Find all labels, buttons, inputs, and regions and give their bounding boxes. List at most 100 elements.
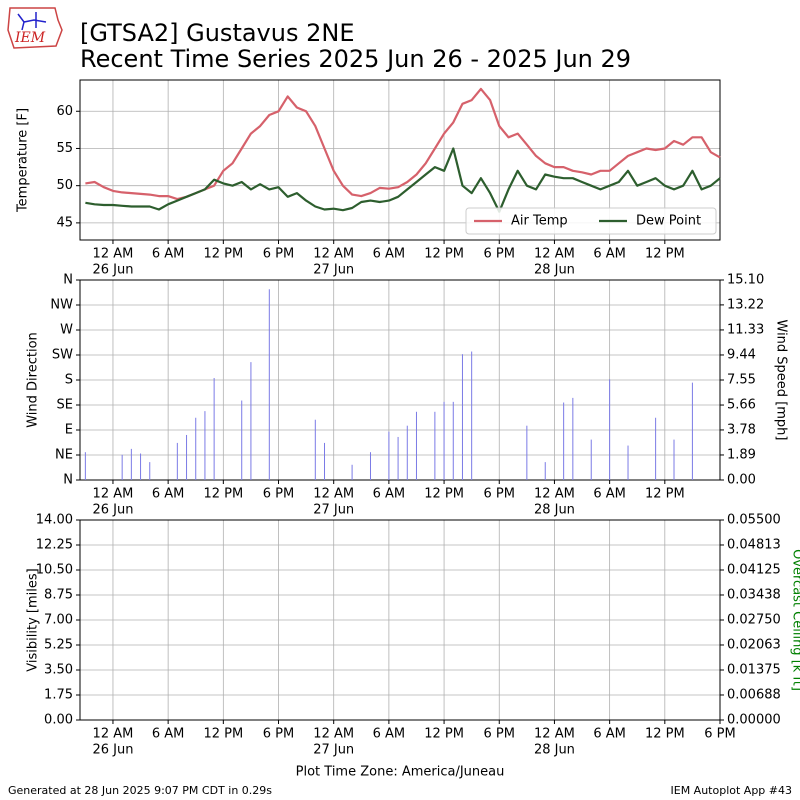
bar	[84, 452, 86, 480]
y-tick-label: NW	[50, 298, 73, 313]
plot-frame	[79, 519, 721, 721]
y-tick-label: 7.00	[44, 613, 73, 628]
x-tick-label: 12 PM	[424, 487, 464, 502]
x-tick-label: 12 AM	[313, 727, 354, 742]
y2-tick-label: 0.05500	[727, 513, 781, 528]
y2-tick-label: 7.55	[727, 373, 756, 388]
x-tick-label: 26 Jun	[92, 263, 133, 278]
legend-label: Air Temp	[511, 214, 568, 229]
x-tick-label: 12 AM	[313, 487, 354, 502]
y-tick-label: NE	[55, 448, 73, 463]
bar	[406, 425, 408, 480]
x-tick-label: 6 PM	[263, 247, 294, 262]
bar	[204, 411, 206, 480]
x-tick-label: 6 AM	[373, 247, 406, 262]
plot-frame	[79, 79, 721, 241]
x-tick-label: 12 PM	[203, 247, 243, 262]
x-tick-label: 6 PM	[484, 487, 515, 502]
x-tick-label: 12 PM	[645, 247, 685, 262]
bar	[609, 379, 611, 480]
bar	[544, 462, 546, 480]
x-tick-label: 12 AM	[313, 247, 354, 262]
bar	[655, 417, 657, 480]
y2-tick-label: 0.00000	[727, 713, 781, 728]
y2-tick-label: 3.78	[727, 422, 756, 437]
y2-tick-label: 0.04813	[727, 537, 781, 552]
x-tick-label: 6 AM	[593, 247, 626, 262]
y2-tick-label: 15.10	[727, 273, 764, 288]
y-tick-label: SW	[52, 348, 73, 363]
x-tick-label: 6 PM	[704, 727, 735, 742]
x-tick-label: 6 PM	[484, 247, 515, 262]
y-tick-label: E	[65, 423, 73, 438]
bar	[471, 351, 473, 480]
bar	[314, 419, 316, 480]
y2-tick-label: 11.33	[727, 322, 764, 337]
bar	[213, 378, 215, 480]
y-tick-label: 10.50	[36, 563, 73, 578]
x-tick-label: 6 PM	[263, 727, 294, 742]
y-tick-label: N	[63, 273, 73, 288]
x-tick-label: 6 AM	[152, 727, 185, 742]
x-tick-label: 28 Jun	[534, 503, 575, 518]
bar	[627, 445, 629, 480]
x-tick-label: 28 Jun	[534, 743, 575, 758]
y-axis-label: Temperature [F]	[16, 108, 31, 213]
y2-tick-label: 0.02063	[727, 637, 781, 652]
y-tick-label: S	[65, 373, 73, 388]
y2-tick-label: 13.22	[727, 297, 764, 312]
chart-title: [GTSA2] Gustavus 2NE	[80, 19, 355, 47]
bar	[140, 453, 142, 480]
bar	[673, 439, 675, 480]
logo-text: IEM	[14, 30, 46, 46]
x-tick-label: 12 PM	[645, 727, 685, 742]
x-tick-label: 6 PM	[484, 727, 515, 742]
bar	[452, 401, 454, 480]
bar	[268, 289, 270, 480]
x-tick-label: 6 AM	[593, 487, 626, 502]
y-tick-label: 55	[56, 141, 73, 156]
bar	[176, 442, 178, 480]
y-tick-label: 8.75	[44, 588, 73, 603]
x-tick-label: 26 Jun	[92, 503, 133, 518]
bar	[590, 439, 592, 480]
y-tick-label: 50	[56, 178, 73, 193]
y2-tick-label: 0.00	[727, 473, 756, 488]
chart-subtitle: Recent Time Series 2025 Jun 26 - 2025 Ju…	[80, 45, 631, 73]
bar	[563, 402, 565, 480]
x-tick-label: 12 AM	[93, 727, 134, 742]
y-axis-label: Wind Direction	[26, 332, 41, 428]
x-tick-label: 6 AM	[593, 727, 626, 742]
logo: IEM	[7, 7, 63, 49]
legend-box	[465, 207, 717, 235]
bar	[351, 464, 353, 480]
y2-tick-label: 0.03438	[727, 587, 781, 602]
y-tick-label: 1.75	[44, 688, 73, 703]
y2-axis-label: Wind Speed [mph]	[774, 320, 789, 441]
bar	[397, 436, 399, 480]
x-tick-label: 12 AM	[93, 487, 134, 502]
x-tick-label: 27 Jun	[313, 743, 354, 758]
bar	[195, 417, 197, 480]
x-tick-label: 12 AM	[534, 727, 575, 742]
x-tick-label: 27 Jun	[313, 503, 354, 518]
bar	[250, 362, 252, 480]
y-tick-label: N	[63, 473, 73, 488]
y2-tick-label: 5.66	[727, 398, 756, 413]
x-tick-label: 26 Jun	[92, 743, 133, 758]
x-tick-label: 6 AM	[152, 487, 185, 502]
legend-label: Dew Point	[636, 214, 701, 229]
bar	[324, 442, 326, 480]
x-tick-label: 12 AM	[534, 487, 575, 502]
x-tick-label: 6 AM	[373, 487, 406, 502]
bar	[691, 382, 693, 480]
x-tick-label: 12 PM	[203, 487, 243, 502]
line-series	[85, 87, 721, 201]
bar	[443, 401, 445, 480]
plot-frame	[79, 279, 721, 481]
bar	[434, 411, 436, 480]
x-tick-label: 27 Jun	[313, 263, 354, 278]
y-tick-label: 0.00	[44, 713, 73, 728]
y-tick-label: W	[60, 323, 73, 338]
y-axis-label: Visibility [miles]	[26, 568, 41, 671]
